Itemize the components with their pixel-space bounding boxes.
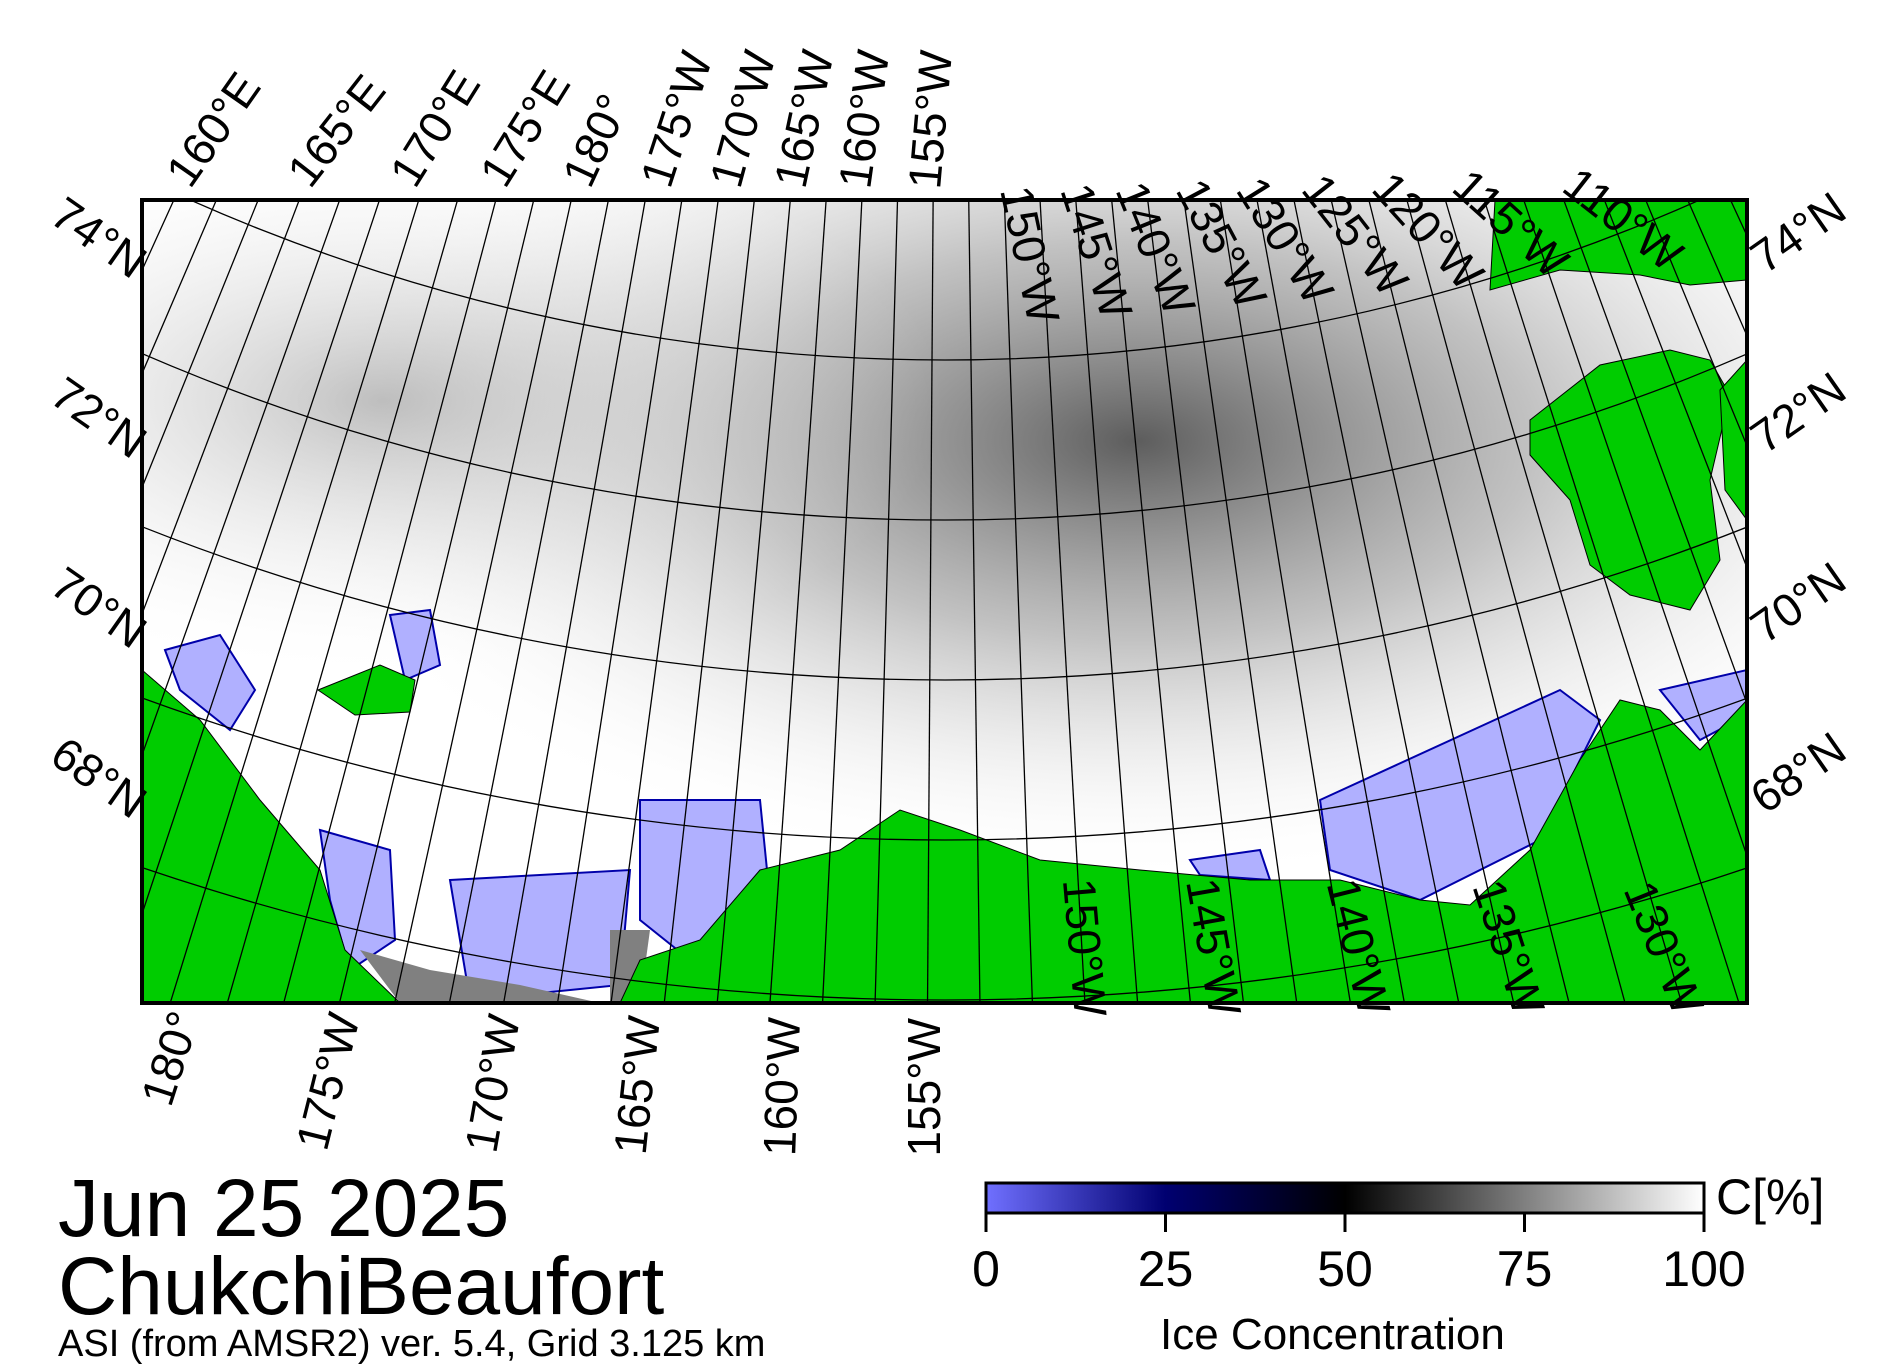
longitude-line — [448, 200, 610, 1003]
longitude-line — [1039, 200, 1086, 1003]
longitude-line — [1183, 200, 1298, 1003]
longitude-line — [1849, 0, 1890, 893]
right-lat-label: 74°N — [1741, 182, 1855, 284]
colorbar-title: Ice Concentration — [1160, 1310, 1505, 1359]
longitude-line — [1563, 200, 1747, 706]
longitude-line — [926, 200, 934, 1003]
colorbar-tick-label: 50 — [1317, 1241, 1373, 1297]
longitude-line — [1876, 0, 1890, 858]
top-lon-label: 165°E — [277, 65, 395, 196]
longitude-line — [338, 200, 535, 1003]
land-areas — [142, 200, 1747, 1003]
longitude-line — [1075, 200, 1139, 1003]
latitude-line — [188, 200, 1702, 361]
longitude-line — [142, 200, 381, 916]
longitude-line — [394, 200, 572, 1003]
longitude-line — [1821, 0, 1890, 927]
longitude-line — [1003, 200, 1034, 1003]
longitude-line — [1219, 200, 1352, 1003]
bottom-lon-label: 160°W — [753, 1016, 810, 1157]
longitude-line — [0, 0, 107, 970]
longitude-line — [821, 200, 863, 1003]
colorbar-tick-label: 75 — [1496, 1241, 1553, 1297]
right-lat-label: 72°N — [1741, 362, 1855, 464]
longitude-line — [226, 200, 459, 1003]
bottom-lon-label: 180° — [131, 1005, 210, 1112]
longitude-line — [1406, 200, 1626, 1003]
longitude-line — [0, 0, 164, 1031]
right-lat-label: 70°N — [1741, 552, 1855, 654]
longitude-line — [1111, 200, 1192, 1003]
top-lon-label: 155°W — [898, 48, 962, 191]
longitude-line — [1444, 200, 1683, 1003]
bottom-lon-label: 175°W — [286, 1007, 370, 1155]
region-title: ChukchiBeaufort — [58, 1241, 665, 1332]
date-title: Jun 25 2025 — [58, 1163, 510, 1254]
longitude-line — [968, 200, 981, 1003]
left-lat-label: 68°N — [42, 727, 156, 829]
longitude-line — [769, 200, 827, 1003]
longitude-line — [1735, 0, 1890, 1022]
coast-gray-area — [360, 950, 600, 1003]
latitude-line — [142, 352, 1747, 521]
longitude-line — [142, 200, 341, 758]
map-frame — [140, 198, 1749, 1005]
longitude-line — [556, 200, 683, 1003]
left-lat-label: 74°N — [42, 187, 156, 289]
source-line: ASI (from AMSR2) ver. 5.4, Grid 3.125 km — [58, 1323, 766, 1365]
colorbar-tick-label: 25 — [1137, 1241, 1194, 1297]
colorbar-unit: C[%] — [1716, 1169, 1825, 1225]
colorbar-ticks — [984, 1213, 1706, 1232]
left-lat-label: 72°N — [42, 367, 156, 469]
bottom-lon-label: 155°W — [898, 1017, 950, 1156]
top-lon-label: 170°E — [379, 61, 490, 195]
colorbar-tick-label: 100 — [1662, 1241, 1746, 1297]
longitude-line — [142, 200, 300, 616]
left-lat-label: 70°N — [42, 557, 156, 659]
longitude-line — [1256, 200, 1406, 1003]
longitude-line — [1368, 200, 1570, 1003]
colorbar-tick-label: 0 — [972, 1241, 1000, 1297]
longitude-line — [716, 200, 791, 1003]
longitude-line — [283, 200, 497, 1003]
bottom-lon-label: 150°W — [1053, 876, 1117, 1019]
longitude-line — [1330, 200, 1515, 1003]
longitude-line — [502, 200, 646, 1003]
longitude-line — [1523, 200, 1747, 858]
longitude-line — [0, 0, 135, 1001]
longitude-line — [0, 0, 23, 870]
longitude-line — [1793, 0, 1890, 959]
top-lon-label: 160°E — [156, 63, 271, 196]
longitude-line — [874, 200, 899, 1003]
longitude-line — [663, 200, 755, 1003]
colorbar — [984, 1181, 1706, 1215]
longitude-line — [1764, 0, 1890, 991]
longitude-line — [0, 0, 78, 938]
longitude-line — [610, 200, 719, 1003]
bottom-lon-label: 165°W — [604, 1013, 670, 1157]
bottom-lon-label: 170°W — [455, 1010, 530, 1156]
longitude-line — [169, 200, 420, 1003]
longitude-line — [1293, 200, 1460, 1003]
longitude-line — [1483, 200, 1740, 1003]
longitude-line — [1147, 200, 1245, 1003]
right-lat-label: 68°N — [1741, 722, 1855, 824]
